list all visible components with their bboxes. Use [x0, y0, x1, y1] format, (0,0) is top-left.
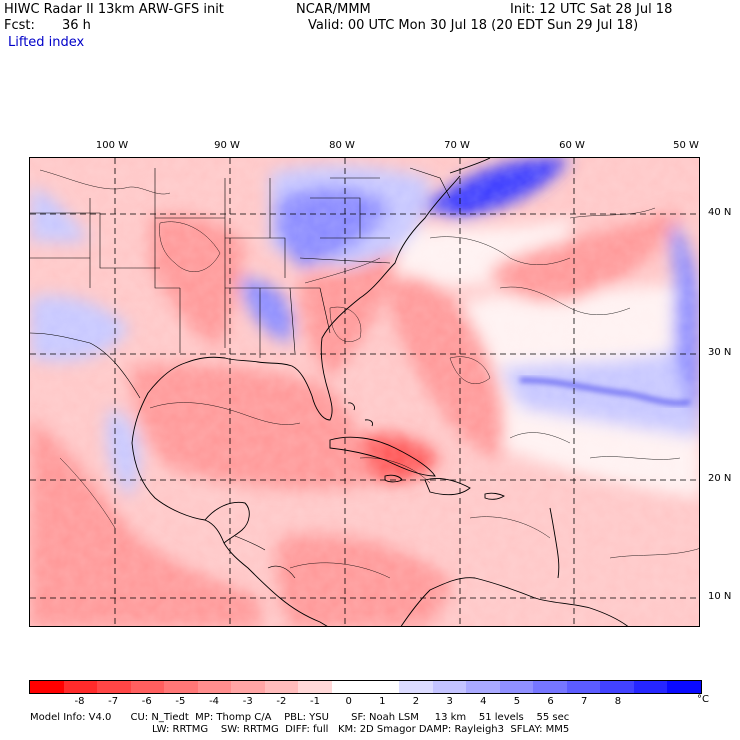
org-label: NCAR/MMM	[296, 2, 371, 17]
field-texture	[30, 158, 699, 626]
colorbar-swatch	[499, 681, 534, 693]
contours	[39, 169, 699, 579]
lat-label: 10 N	[708, 591, 732, 602]
forecast-hour: 36 h	[62, 18, 91, 33]
graticule	[30, 158, 699, 626]
stable-streak	[519, 378, 691, 405]
colorbar-swatch	[130, 681, 165, 693]
colorbar-tick-label: -2	[276, 696, 287, 707]
colorbar-swatch	[231, 681, 265, 693]
colorbar-tick-label: -1	[310, 696, 320, 707]
colorbar-swatch	[432, 681, 467, 693]
colorbar-swatch	[298, 681, 332, 693]
colorbar-swatch	[633, 681, 668, 693]
colorbar-tick-label: 1	[379, 696, 386, 707]
colorbar-swatch	[533, 681, 567, 693]
colorbar-tick-label: -8	[74, 696, 85, 707]
colorbar-tick-label: 4	[480, 696, 487, 707]
colorbar-swatch	[331, 681, 366, 693]
lon-label: 100 W	[95, 140, 129, 151]
forecast-label: Fcst:	[4, 18, 35, 33]
lon-label: 70 W	[444, 140, 470, 151]
colorbar-swatch	[566, 681, 601, 693]
product-title: HIWC Radar II 13km ARW-GFS init	[4, 2, 224, 17]
map-canvas	[30, 158, 699, 626]
lat-label: 40 N	[708, 207, 732, 218]
lon-label: 50 W	[673, 140, 699, 151]
colorbar-swatch	[264, 681, 299, 693]
colorbar-tick-label: 8	[614, 696, 622, 707]
colorbar-swatch	[63, 681, 98, 693]
lat-label: 30 N	[708, 347, 732, 358]
lon-label: 60 W	[559, 140, 585, 151]
lifted-index-map	[29, 157, 700, 627]
colorbar	[29, 680, 702, 694]
colorbar-swatch	[365, 681, 400, 693]
colorbar-tick-label: 3	[446, 696, 453, 707]
colorbar-swatch	[667, 681, 701, 693]
lat-label: 20 N	[708, 473, 732, 484]
colorbar-swatch	[164, 681, 198, 693]
colorbar-swatch	[97, 681, 131, 693]
model-info-line1: Model Info: V4.0 CU: N_Tiedt MP: Thomp C…	[30, 712, 570, 723]
colorbar-tick-label: 0	[345, 696, 352, 707]
colorbar-tick-label: 7	[581, 696, 588, 707]
colorbar-swatch	[466, 681, 500, 693]
colorbar-tick-label: 6	[547, 696, 554, 707]
lon-label: 80 W	[329, 140, 355, 151]
init-time: Init: 12 UTC Sat 28 Jul 18	[510, 2, 673, 17]
colorbar-tick-label: -3	[242, 696, 253, 707]
field-name: Lifted index	[8, 35, 85, 50]
valid-time: Valid: 00 UTC Mon 30 Jul 18 (20 EDT Sun …	[308, 18, 639, 33]
colorbar-tick-label: -5	[175, 696, 186, 707]
colorbar-swatch	[30, 681, 64, 693]
colorbar-swatch	[197, 681, 232, 693]
colorbar-tick-label: -7	[108, 696, 119, 707]
colorbar-tick-label: 5	[513, 696, 521, 707]
political-borders	[30, 167, 451, 579]
colorbar-swatch	[600, 681, 634, 693]
lon-label: 90 W	[214, 140, 240, 151]
colorbar-unit: °C	[697, 694, 709, 705]
coastlines	[131, 158, 629, 626]
colorbar-swatch	[399, 681, 433, 693]
model-info-line2: LW: RRTMG SW: RRTMG DIFF: full KM: 2D Sm…	[152, 724, 570, 735]
colorbar-tick-label: -4	[209, 696, 220, 707]
colorbar-tick-label: 2	[412, 696, 420, 707]
colorbar-tick-label: -6	[141, 696, 152, 707]
